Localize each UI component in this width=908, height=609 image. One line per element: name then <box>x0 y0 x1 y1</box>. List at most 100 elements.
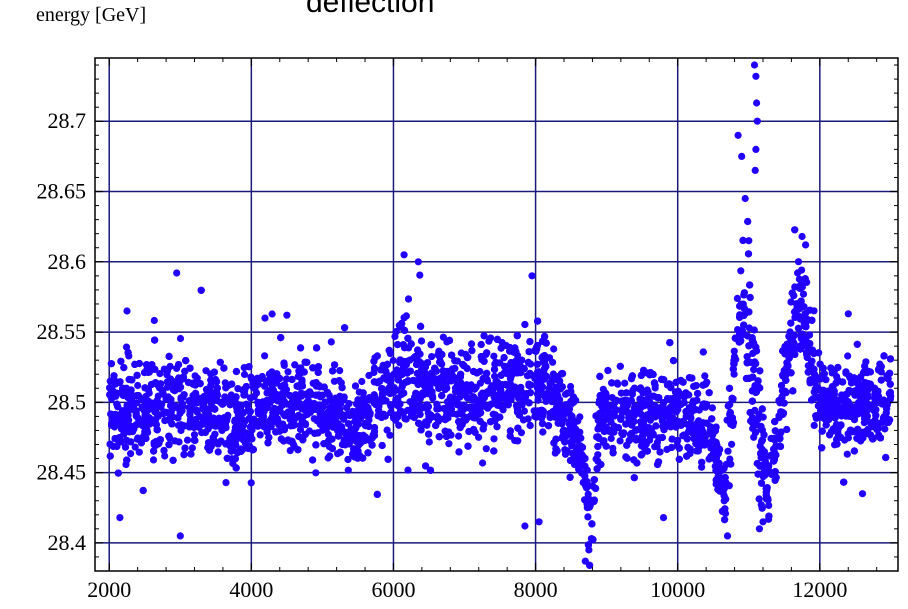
data-point <box>425 430 433 438</box>
data-point <box>242 383 250 391</box>
data-point <box>197 286 205 294</box>
data-point <box>175 361 183 369</box>
data-point <box>490 365 499 373</box>
data-point <box>602 442 610 450</box>
data-point <box>740 321 748 329</box>
data-point <box>535 368 543 376</box>
data-point <box>785 354 793 362</box>
data-point <box>158 400 166 408</box>
data-point <box>744 217 752 226</box>
data-point <box>853 434 861 442</box>
data-point <box>602 389 610 397</box>
data-point <box>680 393 688 401</box>
data-point <box>581 462 589 470</box>
data-point <box>351 431 359 439</box>
data-point <box>886 369 894 377</box>
data-point <box>247 479 255 487</box>
data-point <box>616 437 624 445</box>
data-point <box>342 440 350 448</box>
data-point <box>442 414 450 422</box>
data-point <box>665 413 674 422</box>
data-point <box>416 410 424 418</box>
data-point <box>490 447 498 455</box>
data-point <box>603 401 612 409</box>
data-point <box>671 388 680 396</box>
data-point <box>745 342 753 350</box>
data-point <box>141 384 149 392</box>
data-point <box>750 326 758 334</box>
data-point <box>655 458 663 466</box>
data-point <box>863 406 872 414</box>
data-point <box>698 403 707 411</box>
data-point <box>573 436 582 444</box>
data-point <box>653 394 662 402</box>
data-point <box>758 436 766 444</box>
data-point <box>145 389 153 397</box>
data-point <box>737 267 745 275</box>
data-point <box>106 391 114 399</box>
data-point <box>878 400 886 408</box>
data-point <box>314 368 322 376</box>
data-point <box>122 436 131 444</box>
data-point <box>499 393 507 401</box>
data-point <box>879 414 888 422</box>
data-point <box>633 459 641 467</box>
data-point <box>274 397 282 405</box>
data-point <box>221 420 229 428</box>
data-point <box>161 452 169 460</box>
data-point <box>533 360 542 368</box>
data-point <box>344 455 352 464</box>
data-point <box>117 357 125 365</box>
data-point <box>722 495 730 503</box>
data-point <box>588 536 596 544</box>
data-point <box>455 417 463 426</box>
data-point <box>618 429 626 437</box>
data-point <box>711 462 720 470</box>
data-point <box>427 341 435 349</box>
data-point <box>487 334 495 342</box>
data-point <box>137 439 145 447</box>
data-point <box>326 452 334 460</box>
data-point <box>455 448 463 456</box>
data-point <box>681 432 689 440</box>
data-point <box>328 445 336 453</box>
data-point <box>135 448 143 456</box>
data-point <box>138 403 146 411</box>
data-point <box>881 425 889 433</box>
data-point <box>687 414 695 422</box>
data-point <box>299 436 307 444</box>
data-point <box>147 380 156 389</box>
data-point <box>378 441 386 450</box>
data-point <box>493 423 501 431</box>
data-point <box>585 503 594 511</box>
data-point <box>653 442 661 451</box>
data-point <box>701 441 709 449</box>
data-point <box>321 398 329 406</box>
data-point <box>506 432 514 440</box>
data-point <box>677 400 685 408</box>
data-point <box>193 406 201 415</box>
data-point <box>646 436 654 444</box>
data-point <box>110 372 118 380</box>
data-point <box>847 412 855 420</box>
data-point <box>127 450 135 458</box>
data-point <box>224 381 232 390</box>
data-point <box>301 400 310 408</box>
data-point <box>298 376 306 384</box>
data-point <box>625 436 633 444</box>
data-point <box>160 446 168 455</box>
data-point <box>627 429 636 438</box>
data-point <box>294 411 303 420</box>
data-point <box>743 359 751 367</box>
data-point <box>186 364 194 372</box>
data-point <box>107 360 115 368</box>
data-point <box>150 316 158 325</box>
data-point <box>438 360 446 368</box>
data-point <box>427 369 436 377</box>
data-point <box>730 359 738 367</box>
data-point <box>643 411 651 419</box>
data-point <box>607 409 615 417</box>
y-axis-label: energy [GeV] <box>36 4 147 26</box>
data-point <box>445 336 454 344</box>
data-point <box>566 456 575 465</box>
